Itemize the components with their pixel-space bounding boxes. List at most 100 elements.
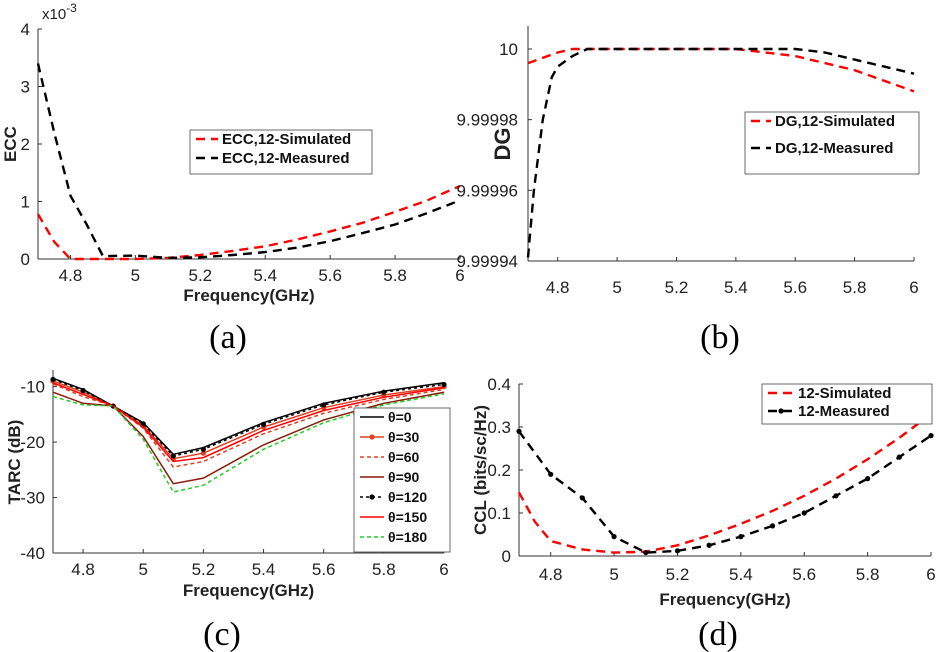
series-line-b-0 — [527, 47, 915, 93]
y-axis-title: TARC (dB) — [5, 420, 24, 505]
data-point — [381, 389, 387, 395]
data-point — [706, 542, 712, 548]
legend-entry-label: θ=60 — [388, 449, 420, 465]
y-tick-label: 0 — [21, 250, 30, 269]
legend-entry-label: ECC,12-Simulated — [222, 131, 351, 148]
x-tick-label: 5.4 — [253, 266, 277, 285]
series-line-a-1 — [36, 63, 461, 260]
series-line-a-0 — [36, 184, 461, 261]
legend-entry-label: θ=90 — [388, 469, 420, 485]
y-axis-title: CCL (bits/sc/Hz) — [471, 405, 490, 535]
data-point — [643, 549, 649, 556]
subfigure-label: (a) — [209, 319, 247, 356]
y-tick-label: -40 — [20, 544, 45, 563]
legend-marker — [369, 494, 375, 500]
x-tick-label: 5.8 — [856, 565, 880, 584]
y-tick-label: -30 — [20, 489, 45, 508]
x-tick-label: 5.6 — [312, 560, 336, 579]
series-line-c-1 — [52, 380, 445, 460]
legend-marker — [778, 408, 784, 414]
x-tick-label: 5.4 — [729, 565, 753, 584]
series-line-c-4 — [52, 378, 445, 457]
data-point — [801, 510, 807, 516]
legend-entry-label: 12-Simulated — [798, 385, 891, 402]
series-line-b-1 — [526, 47, 915, 258]
legend-box — [189, 129, 373, 175]
x-tick-label: 5.2 — [666, 565, 690, 584]
x-tick-label: 5 — [612, 278, 621, 297]
x-tick-label: 4.8 — [539, 565, 563, 584]
x-tick-label: 6 — [909, 278, 918, 297]
data-point — [611, 534, 617, 540]
subfigure-label: (d) — [698, 616, 738, 652]
data-point — [833, 493, 839, 499]
x-tick-label: 5.4 — [252, 560, 276, 579]
subfigure-label: (c) — [203, 616, 241, 652]
data-point — [50, 376, 56, 383]
data-point — [516, 428, 522, 434]
x-axis-title: Frequency(GHz) — [183, 286, 314, 305]
legend-entry-label: θ=180 — [388, 529, 427, 545]
data-point — [80, 387, 86, 394]
x-tick-label: 5.2 — [188, 266, 212, 285]
legend-entry-label: DG,12-Measured — [775, 140, 893, 157]
series-line-c-5 — [52, 382, 445, 463]
legend-a: ECC,12-Simulated ECC,12-Measured — [189, 129, 373, 175]
y-tick-label: -20 — [20, 433, 45, 452]
data-point — [321, 402, 327, 408]
x-tick-label: 4.8 — [71, 560, 95, 579]
y-tick-label: 0.4 — [487, 375, 511, 394]
y-tick-label: 1 — [21, 193, 30, 212]
y-axis-title: ECC — [1, 126, 20, 162]
y-tick-label: 2 — [21, 135, 30, 154]
legend-box — [353, 407, 451, 553]
series-line-d-0 — [517, 413, 932, 554]
x-tick-label: 6 — [926, 565, 935, 584]
y-tick-label: 0.3 — [487, 418, 511, 437]
x-tick-label: 5.2 — [665, 278, 689, 297]
y-tick-label: -10 — [20, 378, 45, 397]
y-tick-label: 0.1 — [487, 504, 511, 523]
x-tick-label: 5.6 — [783, 278, 807, 297]
y-tick-label: 10 — [499, 40, 518, 59]
y-tick-label: 9.99996 — [457, 181, 518, 200]
legend-box — [761, 383, 933, 425]
x-tick-label: 6 — [439, 560, 448, 579]
y-tick-label: 3 — [21, 78, 30, 97]
data-point — [865, 476, 871, 482]
data-point — [579, 495, 585, 501]
x-axis-title: Frequency(GHz) — [183, 581, 314, 600]
data-point — [928, 433, 934, 439]
legend-b: DG,12-Simulated DG,12-Measured — [744, 111, 920, 175]
legend-entry-label: 12-Measured — [798, 403, 890, 420]
data-point — [548, 471, 554, 477]
x-tick-label: 5 — [138, 560, 147, 579]
y-tick-label: 0.2 — [487, 461, 511, 480]
legend-marker — [369, 434, 375, 440]
y-axis-title: DG — [490, 128, 515, 161]
legend-entry-label: DG,12-Simulated — [775, 113, 895, 130]
data-point — [769, 523, 776, 529]
chart-panel-b: 4.8 5 5.2 5.4 5.6 5.8 69.999949.999969.9999810… — [457, 26, 920, 356]
legend-entry-label: ECC,12-Measured — [222, 150, 350, 167]
x-tick-label: 5 — [609, 565, 618, 584]
chart-panel-c: 4.8 5 5.2 5.4 5.6 5.8 6 -40 -30 -20 -10 TARC (dB) Fr… — [5, 370, 451, 652]
data-point — [674, 548, 681, 554]
data-point — [260, 421, 267, 427]
x-tick-label: 5 — [131, 266, 140, 285]
x-tick-label: 5.8 — [372, 560, 396, 579]
x-tick-label: 5.8 — [383, 266, 407, 285]
data-point — [200, 446, 206, 452]
data-point — [170, 453, 176, 459]
x-tick-label: 5.6 — [792, 565, 816, 584]
legend-c: θ=0 θ=30 θ=60 θ=90 θ=120 θ=150 θ=180 — [353, 407, 451, 553]
legend-entry-label: θ=150 — [388, 509, 427, 525]
chart-panel-d: 4.8 5 5.2 5.4 5.6 5.8 6 0 0.1 0.2 0.3 0.4 CCL (bits/… — [471, 375, 936, 652]
data-point — [140, 421, 146, 427]
x-axis-title: Frequency(GHz) — [659, 590, 790, 609]
x-tick-label: 5.4 — [724, 278, 748, 297]
x-tick-label: 5.6 — [318, 266, 342, 285]
data-point — [738, 534, 744, 540]
data-point — [200, 450, 206, 456]
